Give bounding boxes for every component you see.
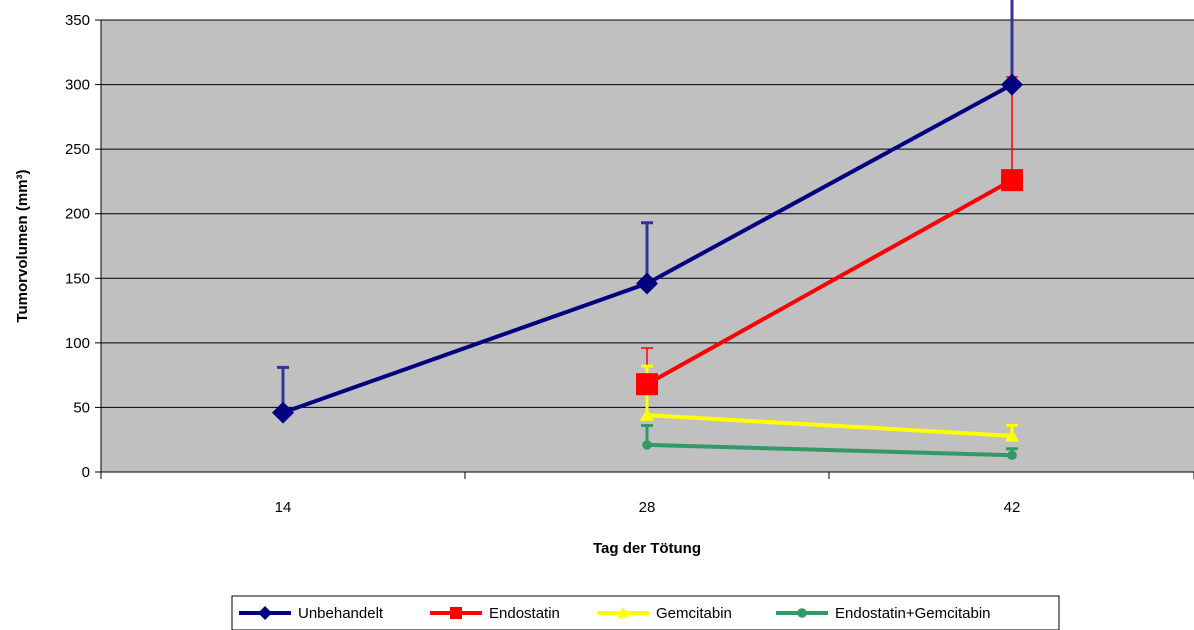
series-line [646,178,1013,386]
x-tick-label: 42 [1004,499,1021,516]
x-tick-label: 28 [639,499,656,516]
y-tick-label: 0 [82,464,90,481]
y-tick-label: 200 [65,206,90,223]
y-tick-label: 300 [65,77,90,94]
y-axis-title: Tumorvolumen (mm³) [14,169,31,322]
x-axis-title: Tag der Tötung [593,540,701,557]
legend-label: Endostatin [489,605,560,622]
data-point [1001,73,1023,96]
y-tick-label: 350 [65,12,90,29]
data-point [636,272,658,295]
legend-marker [797,608,807,618]
legend-marker [450,607,462,619]
series-line [646,442,1013,458]
data-point [1005,428,1019,442]
legend-label: Unbehandelt [298,605,384,622]
data-point [636,373,658,396]
legend-marker [258,606,272,620]
y-axis-ticks: 0 50 100 150 200 250 300 350 [65,12,101,481]
x-tick-label: 14 [275,499,292,516]
data-point [1007,450,1017,461]
legend: Unbehandelt Endostatin Gemcitabin Endostati… [231,595,1060,630]
data-point [640,408,654,421]
y-tick-label: 150 [65,270,90,287]
y-tick-label: 50 [73,399,90,416]
y-tick-label: 100 [65,335,90,352]
y-tick-label: 250 [65,141,90,158]
data-point [1001,169,1023,192]
legend-label: Gemcitabin [656,605,732,622]
data-point [642,440,652,450]
x-axis-ticks: 14 28 42 [100,472,1194,516]
series-line [646,413,1013,438]
series-markers [272,73,1023,461]
legend-label: Endostatin+Gemcitabin [835,605,991,622]
legend-marker [617,607,629,618]
data-point [272,401,294,424]
